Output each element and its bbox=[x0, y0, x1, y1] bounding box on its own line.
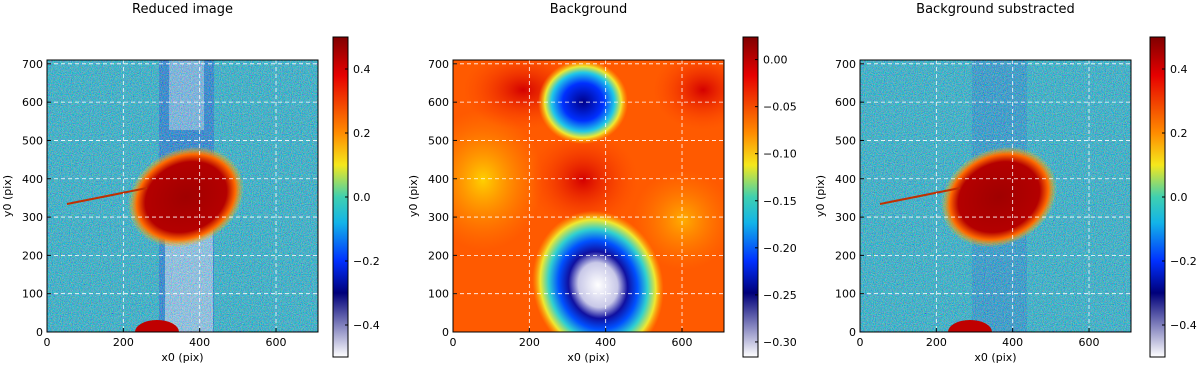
colorbar-tick-label: 0.4 bbox=[353, 63, 371, 76]
y-tick-label: 500 bbox=[22, 134, 43, 147]
colorbar-tick-label: −0.05 bbox=[763, 101, 797, 114]
x-tick-label: 200 bbox=[519, 336, 540, 349]
chart-title: Background substracted bbox=[916, 2, 1075, 17]
colorbar-tick-label: −0.20 bbox=[763, 242, 797, 255]
chart-title: Reduced image bbox=[132, 2, 233, 17]
y-tick-label: 100 bbox=[22, 288, 43, 301]
x-tick-label: 0 bbox=[44, 336, 51, 349]
x-tick-label: 0 bbox=[450, 336, 457, 349]
colorbar-tick-label: −0.4 bbox=[1170, 319, 1197, 332]
x-tick-label: 600 bbox=[1079, 336, 1100, 349]
panel: Reduced image 0 200 400 600 0 100 200 300 400 500 6… bbox=[1, 2, 380, 364]
x-tick-label: 600 bbox=[266, 336, 287, 349]
colorbar-tick-label: 0.2 bbox=[353, 127, 371, 140]
y-tick-label: 700 bbox=[835, 58, 856, 71]
colorbar-tick-label: 0.4 bbox=[1170, 63, 1188, 76]
y-tick-label: 500 bbox=[835, 134, 856, 147]
y-tick-label: 200 bbox=[835, 249, 856, 262]
x-tick-label: 400 bbox=[189, 336, 210, 349]
x-tick-label: 400 bbox=[1002, 336, 1023, 349]
y-tick-label: 600 bbox=[22, 96, 43, 109]
x-axis-label: x0 (pix) bbox=[974, 351, 1016, 364]
colorbar-tick-label: −0.15 bbox=[763, 195, 797, 208]
y-tick-label: 100 bbox=[428, 288, 449, 301]
y-axis-label: y0 (pix) bbox=[1, 175, 14, 217]
image bbox=[47, 60, 318, 332]
colorbar-tick-label: −0.10 bbox=[763, 148, 797, 161]
x-tick-label: 600 bbox=[672, 336, 693, 349]
colorbar-tick-label: −0.2 bbox=[1170, 255, 1197, 268]
y-tick-label: 700 bbox=[22, 58, 43, 71]
y-tick-label: 300 bbox=[835, 211, 856, 224]
y-tick-label: 600 bbox=[835, 96, 856, 109]
colorbar bbox=[742, 36, 759, 358]
panel: Background substracted 0 200 400 600 0 100 200 3… bbox=[814, 2, 1197, 364]
y-tick-label: 500 bbox=[428, 134, 449, 147]
colorbar-tick-label: −0.30 bbox=[763, 336, 797, 349]
x-axis-label: x0 (pix) bbox=[161, 351, 203, 364]
y-tick-label: 0 bbox=[36, 326, 43, 339]
colorbar-tick-label: −0.25 bbox=[763, 289, 797, 302]
chart-title: Background bbox=[550, 2, 628, 17]
y-axis-label: y0 (pix) bbox=[814, 175, 827, 217]
colorbar-tick-label: 0.00 bbox=[763, 54, 788, 67]
axes-frame bbox=[452, 59, 725, 333]
y-tick-label: 200 bbox=[22, 249, 43, 262]
y-tick-label: 600 bbox=[428, 96, 449, 109]
image bbox=[453, 60, 724, 332]
y-tick-label: 300 bbox=[428, 211, 449, 224]
x-axis-label: x0 (pix) bbox=[567, 351, 609, 364]
y-tick-label: 200 bbox=[428, 249, 449, 262]
y-tick-label: 100 bbox=[835, 288, 856, 301]
y-axis-label: y0 (pix) bbox=[407, 175, 420, 217]
y-tick-label: 300 bbox=[22, 211, 43, 224]
x-tick-label: 0 bbox=[857, 336, 864, 349]
y-tick-label: 0 bbox=[442, 326, 449, 339]
y-tick-label: 400 bbox=[835, 173, 856, 186]
x-tick-label: 200 bbox=[926, 336, 947, 349]
y-tick-label: 400 bbox=[22, 173, 43, 186]
x-tick-label: 400 bbox=[595, 336, 616, 349]
y-tick-label: 0 bbox=[849, 326, 856, 339]
image bbox=[860, 60, 1131, 332]
colorbar-tick-label: −0.2 bbox=[353, 255, 380, 268]
colorbar-tick-label: 0.0 bbox=[1170, 191, 1188, 204]
colorbar-tick-label: 0.2 bbox=[1170, 127, 1188, 140]
axes-frame bbox=[46, 59, 319, 333]
axes-frame bbox=[859, 59, 1132, 333]
y-tick-label: 700 bbox=[428, 58, 449, 71]
y-tick-label: 400 bbox=[428, 173, 449, 186]
colorbar-tick-label: −0.4 bbox=[353, 319, 380, 332]
panel: Background 0 200 400 600 0 100 200 300 400 500 600 7… bbox=[407, 2, 797, 364]
colorbar-tick-label: 0.0 bbox=[353, 191, 371, 204]
x-tick-label: 200 bbox=[113, 336, 134, 349]
